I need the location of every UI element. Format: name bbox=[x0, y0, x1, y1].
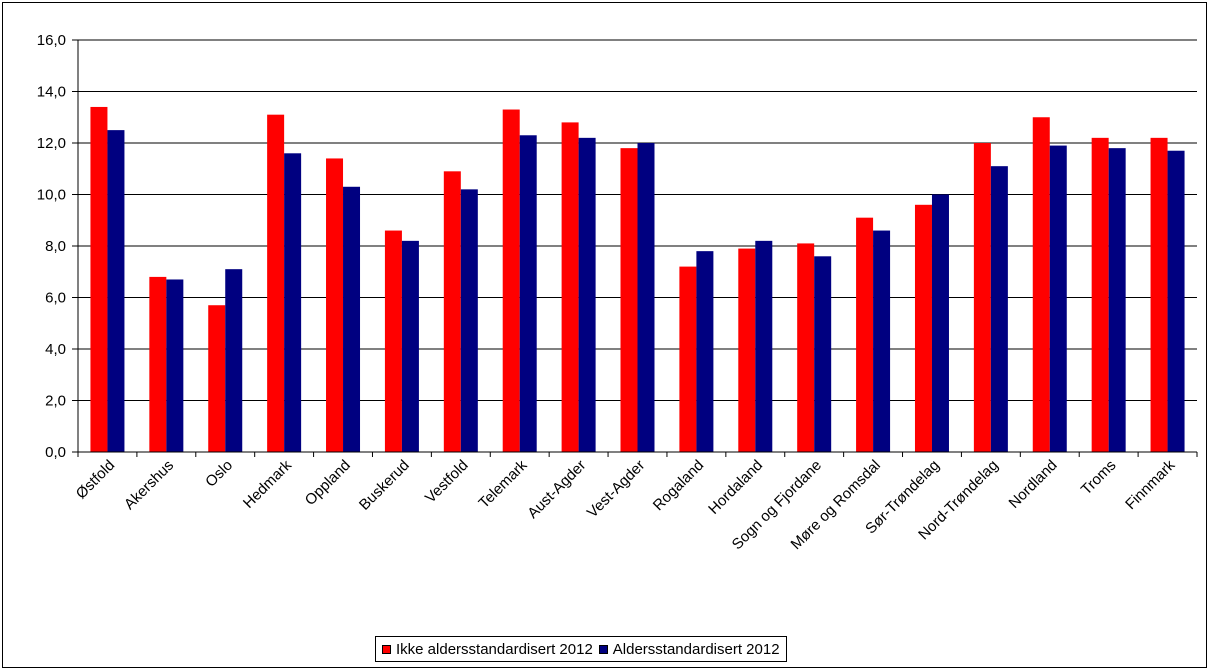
legend: Ikke aldersstandardisert 2012 Aldersstan… bbox=[375, 636, 787, 662]
x-tick-label: Nordland bbox=[1006, 457, 1061, 512]
x-tick-label: Østfold bbox=[73, 457, 119, 503]
bar-series-1 bbox=[973, 143, 991, 452]
axes bbox=[72, 39, 1198, 457]
bar-series-2 bbox=[519, 135, 537, 452]
y-tick-label: 10,0 bbox=[37, 187, 66, 204]
bar-series-1 bbox=[620, 148, 638, 452]
y-tick-label: 6,0 bbox=[45, 290, 66, 307]
x-tick-label: Hordaland bbox=[705, 457, 766, 518]
bar-series-2 bbox=[343, 186, 361, 452]
x-tick-label: Vest-Agder bbox=[584, 457, 649, 522]
bar-series-2 bbox=[1049, 145, 1067, 452]
y-tick-label: 8,0 bbox=[45, 238, 66, 255]
x-tick-label: Rogaland bbox=[650, 457, 707, 514]
y-tick-label: 16,0 bbox=[37, 32, 66, 49]
x-tick-label: Aust-Agder bbox=[524, 457, 589, 522]
x-tick-label: Akershus bbox=[121, 457, 177, 513]
bar-series-1 bbox=[208, 305, 226, 452]
bar-series-1 bbox=[1150, 137, 1168, 452]
legend-item-series-1: Ikke aldersstandardisert 2012 bbox=[382, 641, 593, 658]
bar-series-2 bbox=[578, 137, 596, 452]
bar-series-1 bbox=[90, 106, 108, 452]
bar-series-2 bbox=[284, 153, 302, 453]
y-tick-label: 4,0 bbox=[45, 341, 66, 358]
bar-series-1 bbox=[797, 243, 815, 452]
bar-series-2 bbox=[637, 143, 655, 452]
bars bbox=[90, 106, 1185, 453]
x-tick-label: Oppland bbox=[302, 457, 354, 509]
x-tick-label: Vestfold bbox=[422, 457, 472, 507]
bar-series-2 bbox=[755, 240, 773, 452]
bar-series-2 bbox=[696, 251, 714, 452]
bar-series-2 bbox=[1108, 148, 1126, 452]
bar-series-2 bbox=[460, 189, 478, 452]
legend-label-series-1: Ikke aldersstandardisert 2012 bbox=[396, 640, 593, 658]
bar-series-1 bbox=[443, 171, 461, 452]
bar-series-2 bbox=[225, 269, 243, 452]
bar-series-1 bbox=[856, 217, 874, 452]
bar-series-2 bbox=[107, 130, 125, 452]
legend-item-series-2: Aldersstandardisert 2012 bbox=[598, 640, 780, 658]
y-tick-label: 0,0 bbox=[45, 444, 66, 461]
bar-series-1 bbox=[384, 230, 402, 452]
bar-series-2 bbox=[873, 230, 891, 452]
y-tick-label: 12,0 bbox=[37, 135, 66, 152]
y-tick-label: 2,0 bbox=[45, 393, 66, 410]
bar-series-1 bbox=[561, 122, 579, 453]
legend-swatch-series-1 bbox=[382, 644, 391, 654]
bar-series-1 bbox=[679, 266, 697, 452]
bar-series-1 bbox=[1032, 117, 1050, 452]
legend-label-series-2: Aldersstandardisert 2012 bbox=[612, 640, 780, 658]
x-tick-label: Troms bbox=[1078, 457, 1120, 499]
bar-series-2 bbox=[814, 256, 832, 452]
bar-series-2 bbox=[931, 194, 949, 452]
x-tick-label: Hedmark bbox=[240, 456, 295, 511]
bar-series-1 bbox=[326, 158, 344, 452]
bar-series-1 bbox=[738, 248, 756, 452]
bar-series-2 bbox=[401, 240, 419, 452]
x-tick-label: Oslo bbox=[202, 457, 236, 491]
x-tick-label: Finnmark bbox=[1122, 456, 1179, 513]
bar-series-2 bbox=[1167, 150, 1185, 452]
x-tick-label: Buskerud bbox=[356, 457, 413, 514]
bar-series-2 bbox=[990, 166, 1008, 453]
bar-series-1 bbox=[502, 109, 520, 453]
bar-series-1 bbox=[267, 114, 285, 453]
bar-series-1 bbox=[914, 204, 932, 452]
y-tick-label: 14,0 bbox=[37, 84, 66, 101]
legend-swatch-series-2 bbox=[598, 644, 608, 654]
x-tick-label: Telemark bbox=[475, 456, 530, 511]
bar-series-1 bbox=[1091, 137, 1109, 452]
bar-series-1 bbox=[149, 276, 167, 452]
bar-series-2 bbox=[166, 279, 184, 452]
